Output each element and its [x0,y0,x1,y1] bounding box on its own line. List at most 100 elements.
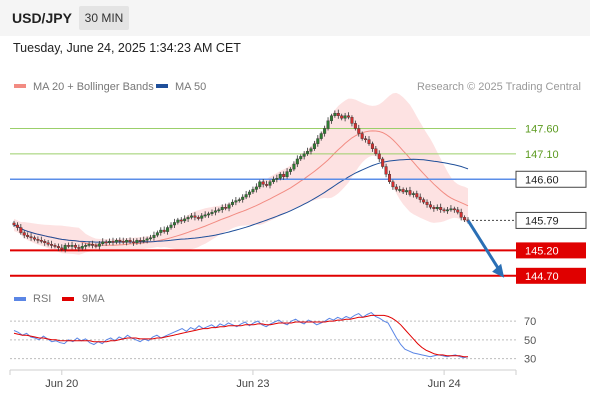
candle-body-40 [149,237,153,240]
projection-arrow-head [492,263,505,278]
candle-body-18 [73,245,77,248]
candle-body-8 [39,240,43,242]
candle-body-89 [316,138,320,144]
candle-body-0 [12,222,16,226]
candle-body-120 [422,199,426,203]
candle-body-109 [384,166,388,175]
candle-body-108 [381,158,385,167]
candle-body-20 [80,246,84,249]
candle-body-67 [241,196,245,200]
rsi-tick-label-1: 50 [524,335,536,347]
candle-body-119 [418,196,422,200]
candle-body-96 [340,115,344,119]
candle-body-63 [227,204,231,209]
candle-body-87 [309,148,313,152]
candle-body-124 [435,207,439,209]
candle-body-7 [36,239,40,241]
credit-text: Research © 2025 Trading Central [417,81,581,93]
ma20-line [13,130,469,246]
candle-body-81 [288,168,292,172]
candle-body-29 [111,241,115,243]
candle-body-25 [97,243,101,247]
candle-body-82 [292,163,296,170]
candle-body-130 [456,209,460,213]
candle-body-99 [350,117,354,124]
candle-body-71 [254,186,258,190]
candle-body-14 [60,247,64,250]
candle-body-44 [162,229,166,232]
pivot-label-box [515,170,587,188]
candle-body-30 [114,240,118,243]
candle-body-97 [343,115,347,119]
candle-body-101 [357,128,361,134]
candle-body-102 [360,133,364,139]
candle-body-47 [172,222,176,226]
candle-body-93 [329,115,333,122]
candle-body-51 [186,217,190,220]
level-label-4: 145.20 [525,245,559,257]
candle-body-34 [128,240,132,242]
candle-body-83 [295,158,299,165]
rsi-legend-label: RSI [33,293,51,305]
candle-body-70 [251,189,255,193]
rsi-panel: 30 50 70 [10,312,536,366]
candle-body-3 [22,232,26,236]
candle-body-36 [135,240,139,243]
time-tick-label-1: Jun 23 [236,378,269,390]
candle-body-21 [84,245,88,247]
candle-body-129 [452,208,456,211]
candle-body-11 [50,244,54,246]
candle-body-28 [108,241,112,243]
candle-body-90 [319,133,323,139]
candle-body-111 [391,181,395,188]
candle-body-123 [432,207,436,209]
candle-body-23 [91,244,95,246]
candle-body-35 [131,241,135,244]
level-label-5: 144.70 [525,271,559,283]
level-label-2: 146.60 [525,174,559,186]
candle-body-48 [176,219,180,223]
level-label-0: 147.60 [525,123,559,135]
symbol-title: USD/JPY [12,10,72,26]
time-axis: Jun 20 Jun 23 Jun 24 [9,370,517,390]
candle-body-72 [258,181,262,188]
support-label-box-5 [516,267,586,284]
candle-body-107 [377,153,381,160]
candle-body-50 [183,218,187,222]
candle-body-94 [333,113,337,116]
candle-body-95 [336,113,340,116]
candle-body-84 [299,156,303,160]
candle-body-92 [326,120,330,129]
level-label-3: 145.79 [525,215,559,227]
candle-body-58 [210,212,214,215]
time-tick-label-2: Jun 24 [428,378,461,390]
candle-body-100 [353,123,357,129]
rsi-ma-legend-label: 9MA [82,293,105,305]
candle-body-27 [104,241,108,244]
candle-body-76 [271,179,275,183]
timestamp: Tuesday, June 24, 2025 1:34:23 AM CET [13,41,241,55]
candle-body-6 [32,237,36,240]
candle-body-43 [159,229,163,233]
candle-body-62 [224,207,228,209]
candle-body-112 [394,186,398,190]
candle-body-38 [142,240,146,242]
candle-body-74 [265,184,269,186]
candle-body-131 [459,212,463,218]
candle-body-13 [56,246,60,249]
candle-body-49 [179,219,183,222]
last-price-box [515,211,587,229]
candle-body-66 [237,199,241,201]
candle-body-79 [282,173,286,177]
candle-body-117 [411,193,415,195]
candle-body-104 [367,139,371,144]
candle-body-122 [428,204,432,208]
candle-body-113 [398,189,402,191]
candle-body-42 [155,232,159,236]
candle-body-2 [19,227,23,233]
timeframe-button[interactable]: 30 MIN [79,6,129,30]
candle-body-88 [312,143,316,149]
candle-body-56 [203,214,207,217]
candle-body-45 [166,227,170,232]
candle-body-116 [408,190,412,195]
